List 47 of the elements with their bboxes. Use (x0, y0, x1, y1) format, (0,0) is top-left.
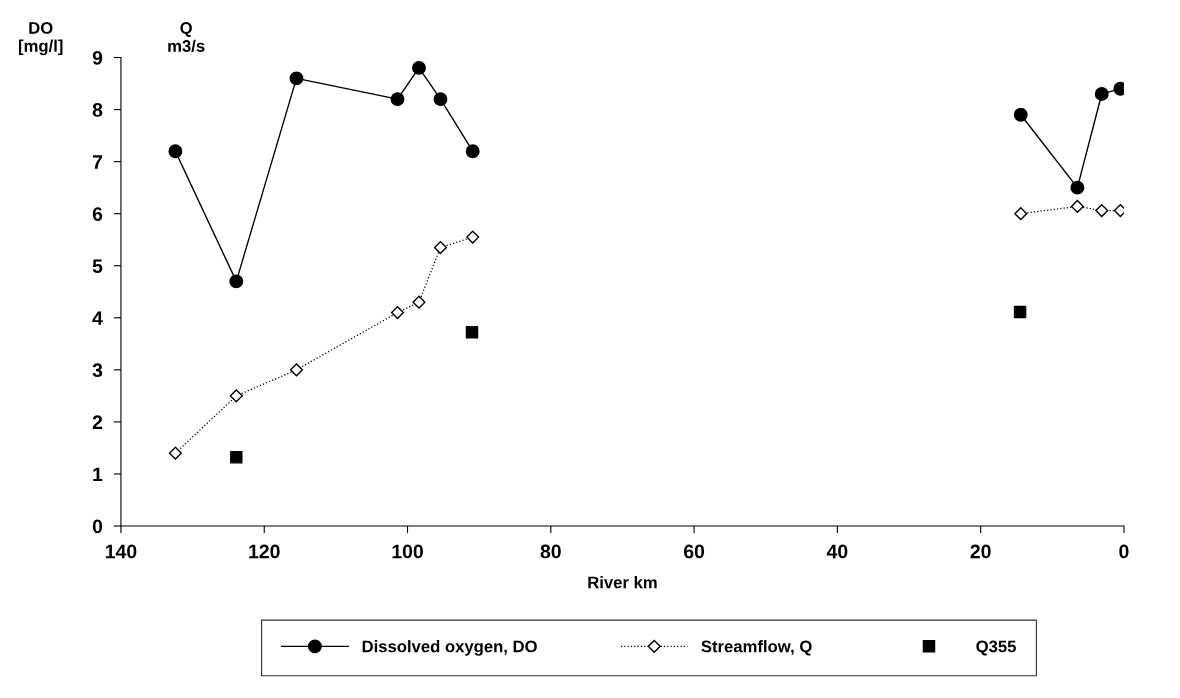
y-tick-label: 8 (92, 103, 103, 117)
point (1070, 180, 1085, 195)
legend-label: Dissolved oxygen, DO (362, 640, 537, 656)
y-tick-label: 7 (92, 155, 103, 169)
legend-label: Streamflow, Q (701, 640, 812, 656)
y-tick-label: 9 (92, 50, 103, 65)
point (230, 451, 243, 464)
text: Q355 (976, 640, 1016, 656)
point (412, 60, 426, 75)
point (1014, 207, 1028, 221)
y-tick-label: 5 (92, 259, 103, 273)
y-tick-label: 0 (92, 519, 103, 534)
x-tick-label: 40 (826, 544, 848, 559)
point (390, 92, 405, 107)
point (229, 274, 244, 289)
y-tick-label: 1 (93, 467, 103, 481)
point (168, 144, 183, 159)
point (168, 446, 182, 460)
y-axis-title: DO [mg/l] (18, 22, 63, 56)
x-tick-label: 100 (392, 544, 423, 559)
point (390, 305, 405, 320)
point (465, 326, 479, 339)
x-tick-label: 0 (1119, 544, 1129, 559)
point (1094, 87, 1109, 101)
y-tick-label: 2 (92, 415, 103, 429)
point (1013, 305, 1027, 319)
x-tick-label: 20 (970, 544, 991, 559)
x-tick-label: 80 (540, 544, 561, 559)
x-tick-label: 60 (683, 544, 705, 559)
y-tick-label: 3 (92, 363, 103, 378)
point (412, 295, 426, 309)
y-tick-label: 4 (92, 311, 103, 325)
point (465, 144, 480, 159)
point (229, 389, 243, 403)
x-tick-label: 140 (105, 544, 137, 559)
y-tick-label: 6 (92, 207, 103, 221)
point (466, 230, 480, 244)
point (433, 240, 448, 255)
point (433, 92, 448, 107)
point (289, 71, 304, 86)
point (1095, 203, 1109, 218)
point (1013, 107, 1028, 122)
point (1070, 199, 1084, 213)
x-tick-label: 120 (249, 544, 280, 559)
point (289, 363, 304, 377)
x-axis-title: River km (588, 576, 657, 589)
text: Q m3/s (168, 22, 205, 53)
